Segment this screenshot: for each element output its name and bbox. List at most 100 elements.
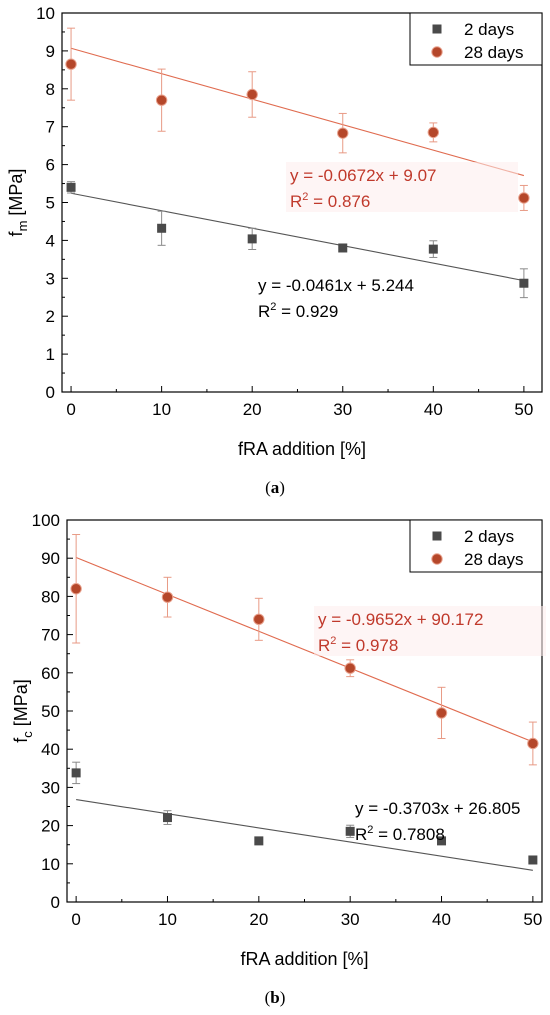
y-tick-label: 3 (46, 269, 55, 288)
legend-marker-2-days (432, 531, 442, 541)
fit-r2-1: R2 = 0.876 (290, 191, 370, 211)
fit-line-0 (70, 192, 524, 282)
legend-label: 28 days (464, 550, 524, 569)
point-2-days (66, 182, 76, 192)
point-2-days (437, 836, 447, 846)
caption-b-letter: b (270, 988, 280, 1007)
y-axis-label-main: f (11, 737, 31, 743)
legend-marker-28-days (431, 46, 443, 58)
y-tick-label: 2 (46, 307, 55, 326)
fit-equation-1: y = -0.0672x + 9.07 (290, 166, 437, 185)
fit-r2-0: R2 = 0.929 (258, 301, 338, 321)
fit-line-0 (76, 799, 533, 871)
point-2-days (428, 244, 438, 254)
y-tick-label: 7 (46, 118, 55, 137)
point-2-days (345, 826, 355, 836)
x-tick-label: 30 (341, 910, 360, 929)
legend-label: 2 days (464, 527, 514, 546)
y-tick-label: 9 (46, 42, 55, 61)
point-28-days (344, 662, 356, 674)
equation-highlight (314, 606, 546, 656)
chart-a: 0 1 2 3 4 5 6 7 8 9 10 0 10 20 30 40 50 fRA addition [%] f… (6, 4, 543, 459)
point-28-days (246, 88, 258, 101)
legend-box (409, 519, 543, 573)
y-tick-label: 4 (46, 231, 55, 250)
r2-value: = 0.7808 (373, 825, 444, 844)
fit-equation-0: y = -0.3703x + 26.805 (355, 799, 520, 818)
x-tick-label: 40 (432, 910, 451, 929)
point-2-days (71, 768, 81, 778)
caption-a-letter: a (270, 478, 280, 497)
y-axis-label: fc [MPa] (11, 679, 35, 743)
legend-box (409, 12, 543, 66)
point-28-days (161, 591, 174, 603)
x-tick-label: 0 (71, 910, 80, 929)
y-tick-label: 10 (41, 855, 60, 874)
x-tick-label: 10 (152, 400, 171, 419)
y-axis-label: fm [MPa] (6, 169, 30, 237)
point-28-days (427, 126, 440, 139)
r2-label: R (355, 825, 367, 844)
caption-a-close: ) (279, 478, 285, 497)
point-2-days (528, 855, 538, 865)
chart-b: 0 10 20 30 40 50 60 70 80 90 100 0 10 20 30 40 50 fRA add… (11, 511, 546, 969)
x-axis-label: fRA addition [%] (240, 949, 368, 969)
fit-equation-0: y = -0.0461x + 5.244 (258, 276, 414, 295)
r2-label: R (258, 302, 270, 321)
y-tick-label: 0 (51, 893, 60, 912)
fit-line-1 (70, 47, 525, 177)
y-tick-label: 1 (46, 345, 55, 364)
point-28-days (155, 94, 168, 106)
caption-a-open: ( (265, 478, 271, 497)
y-axis-label-unit: [MPa] (11, 679, 31, 731)
y-tick-label: 20 (41, 817, 60, 836)
legend-marker-28-days (431, 553, 443, 565)
y-tick-label: 6 (46, 156, 55, 175)
plot-frame (66, 519, 543, 903)
x-axis-label: fRA addition [%] (238, 439, 366, 459)
point-28-days (527, 737, 539, 750)
r2-value: = 0.876 (308, 192, 370, 211)
legend-label: 2 days (464, 20, 514, 39)
caption-b-close: ) (279, 988, 286, 1007)
caption-b-open: ( (264, 988, 271, 1007)
r2-superscript: 2 (302, 191, 308, 203)
legend-label: 28 days (464, 43, 524, 62)
r2-superscript: 2 (270, 301, 276, 313)
y-axis-label-sub: c (20, 731, 35, 738)
r2-value: = 0.929 (276, 302, 338, 321)
y-tick-label: 30 (41, 778, 60, 797)
x-tick-label: 20 (249, 910, 268, 929)
x-tick-label: 10 (158, 910, 177, 929)
y-tick-label: 0 (46, 383, 55, 402)
y-axis-label-unit: [MPa] (6, 169, 26, 221)
r2-superscript: 2 (367, 824, 373, 836)
y-tick-label: 70 (41, 626, 60, 645)
x-tick-label: 40 (424, 400, 443, 419)
fit-r2-0: R2 = 0.7808 (355, 824, 445, 844)
fit-equation-1: y = -0.9652x + 90.172 (318, 610, 483, 629)
caption-a: (a) (0, 478, 550, 498)
point-2-days (162, 813, 172, 823)
y-tick-label: 8 (46, 80, 55, 99)
fit-r2-1: R2 = 0.978 (318, 635, 398, 655)
fit-line-1 (75, 557, 534, 743)
x-tick-label: 0 (66, 400, 75, 419)
caption-b: (b) (0, 988, 550, 1008)
y-tick-label: 100 (32, 511, 60, 530)
r2-label: R (318, 636, 330, 655)
x-tick-label: 50 (523, 910, 542, 929)
x-tick-label: 50 (514, 400, 533, 419)
legend-marker-2-days (432, 24, 442, 34)
r2-label: R (290, 192, 302, 211)
y-tick-label: 40 (41, 740, 60, 759)
y-tick-label: 60 (41, 664, 60, 683)
point-2-days (247, 234, 257, 244)
point-28-days (518, 192, 530, 204)
point-2-days (254, 836, 264, 846)
point-28-days (70, 583, 82, 595)
y-tick-label: 90 (41, 549, 60, 568)
point-2-days (157, 223, 167, 233)
y-axis-label-main: f (6, 230, 26, 236)
point-2-days (519, 278, 529, 288)
